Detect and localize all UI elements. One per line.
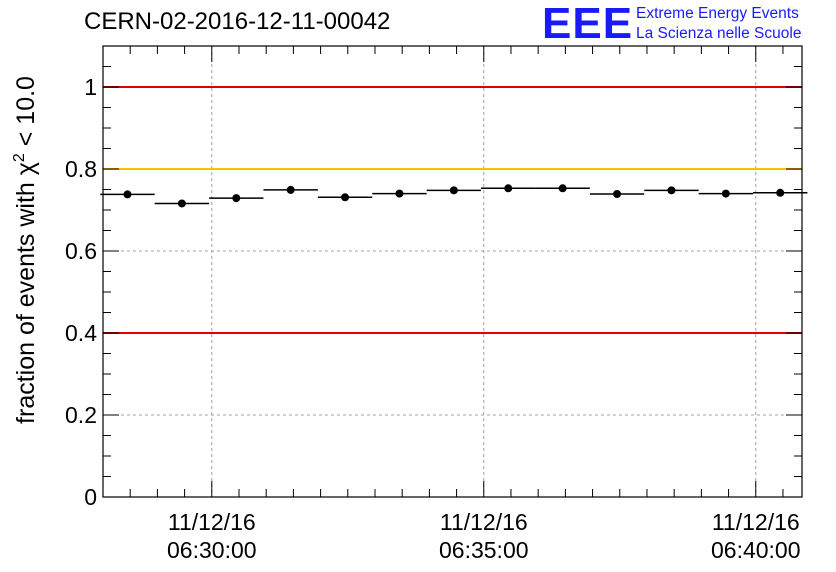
- y-axis-label-symbol: χ: [12, 162, 40, 175]
- x-tick-label-date: 11/12/16: [168, 509, 256, 535]
- data-point: [667, 186, 676, 195]
- eee-logo-mark: EEE: [542, 0, 634, 48]
- logo-line-1: Extreme Energy Events: [636, 5, 799, 22]
- y-tick-label: 0.4: [65, 320, 97, 346]
- run-title: CERN-02-2016-12-11-00042: [84, 8, 391, 35]
- data-point: [286, 185, 295, 194]
- data-point: [558, 184, 567, 193]
- data-point: [504, 184, 513, 193]
- tick-labels: 00.20.40.60.8111/12/1606:30:0011/12/1606…: [65, 74, 801, 563]
- y-axis-label-prefix: fraction of events with: [12, 175, 40, 424]
- data-point: [177, 199, 186, 208]
- y-axis-label-suffix: < 10.0: [12, 76, 40, 153]
- x-tick-label-date: 11/12/16: [712, 509, 800, 535]
- x-tick-label-date: 11/12/16: [440, 509, 528, 535]
- axis-ticks: [102, 45, 802, 498]
- reference-lines: [103, 86, 802, 334]
- plot-frame: [102, 45, 803, 498]
- data-point: [232, 194, 241, 203]
- y-tick-label: 0.6: [65, 238, 97, 264]
- grid-layer: [103, 46, 802, 497]
- data-point: [123, 190, 132, 199]
- x-tick-label-time: 06:40:00: [711, 537, 801, 563]
- eee-logo-text: Extreme Energy Events La Scienza nelle S…: [636, 4, 801, 44]
- data-points: [100, 184, 808, 208]
- y-tick-label: 0.8: [65, 156, 97, 182]
- y-tick-label: 1: [84, 74, 97, 100]
- y-tick-label: 0: [84, 484, 97, 510]
- x-tick-label-time: 06:30:00: [167, 537, 257, 563]
- data-point: [721, 189, 730, 198]
- logo-line-2: La Scienza nelle Scuole: [636, 25, 802, 42]
- y-axis-label: fraction of events with χ2 < 10.0: [11, 76, 40, 424]
- y-axis-label-superscript: 2: [11, 153, 28, 162]
- data-point: [449, 186, 458, 195]
- data-point: [395, 189, 404, 198]
- y-tick-label: 0.2: [65, 402, 97, 428]
- data-point: [613, 190, 622, 199]
- data-point: [776, 188, 785, 197]
- plot-border: [102, 45, 803, 498]
- data-point: [341, 193, 350, 202]
- x-tick-label-time: 06:35:00: [439, 537, 529, 563]
